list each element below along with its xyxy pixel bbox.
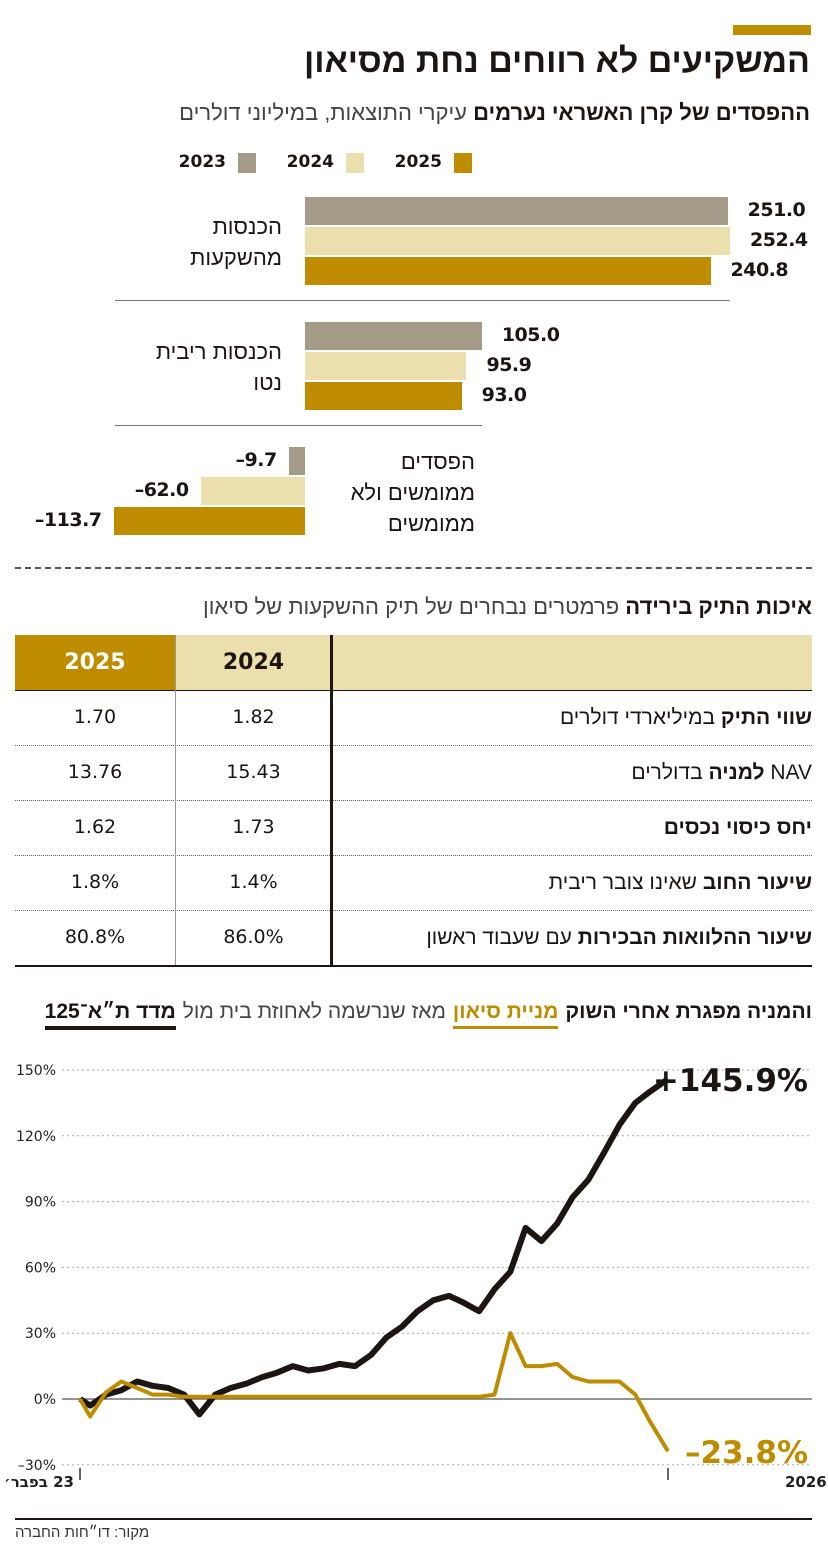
bar [305,197,728,225]
label-part: בדולרים [631,761,703,784]
legend-label: 2024 [286,152,334,172]
label-part: NAV [770,761,812,784]
legend-swatch [454,153,472,173]
y-tick-label: 0% [34,1392,56,1408]
table-subtitle: פרמטרים נבחרים של תיק ההשקעות של סיאון [203,594,620,619]
legend-entry: מדד ת״א־125 [44,1000,176,1030]
cell: 1.70 [73,706,117,728]
legend-entry: מניית סיאון [452,1000,559,1029]
bar [113,507,305,535]
label-part: שווי התיק [720,706,812,729]
bar [305,227,731,255]
cell: 80.8% [64,926,126,948]
separator [115,300,731,301]
value-label: 251.0 [747,199,806,221]
cell: 86.0% [223,926,284,948]
bar [200,477,305,505]
row-label: שווי התיק במיליארדי דולרים [560,690,812,745]
line [78,1331,670,1453]
y-tick-label: 60% [25,1260,56,1276]
label-part: למניה [708,761,765,784]
footer-rule [15,1518,812,1520]
cell: 1.73 [232,816,275,838]
y-tick-label: 120% [16,1129,56,1145]
line-title: והמניה מפגרת אחרי השוק [565,1000,812,1023]
source: מקור: דו״חות החברה [15,1524,150,1541]
bar [305,382,462,410]
value-label: –62.0 [134,479,189,501]
column-rule [175,635,176,965]
bar [288,447,305,475]
bar-subtitle: עיקרי התוצאות, במיליוני דולרים [179,100,467,125]
value-label: –9.7 [235,449,278,471]
bar [305,352,467,380]
value-label: 240.8 [730,259,789,281]
y-tick-label: 150% [16,1063,56,1079]
legend-label: 2023 [178,152,226,172]
value-label: 252.4 [750,229,808,251]
row-label: יחס כיסוי נכסים [664,800,812,855]
cell: 1.82 [232,706,275,728]
row-rule [15,910,812,911]
header-cell: 2024 [175,635,332,690]
label-part: שיעור החוב [702,871,812,894]
category-label: הפסדים ממומשים ולא ממומשים [350,448,475,536]
legend-swatch [346,153,364,173]
value-label: 95.9 [486,354,532,376]
y-tick-label: –30% [18,1458,56,1474]
label-part: שיעור ההלוואות הבכירות [577,926,812,949]
line-chart: –30% 0% 30% 60% 90% 120% 150% 23 בפבר׳ 2023 20 ב… [0,1063,828,1491]
table-heading: איכות התיק בירידה פרמטרים נבחרים של תיק … [203,594,812,620]
bar [305,322,482,350]
cell: 1.62 [73,816,117,838]
cell: 1.4% [229,871,278,893]
cell: 15.43 [226,761,281,783]
label-part: שאינו צובר ריבית [548,871,697,894]
category-label: הכנסות ריבית נטו [155,339,282,395]
header-rule [15,690,812,691]
legend-swatch [238,153,256,173]
value-label: 105.0 [501,324,560,346]
cell: 1.8% [70,871,120,893]
line-subtitle: מאז שנרשמה לאחוזת בית מול [182,1000,446,1023]
header-cell: 2025 [15,635,175,690]
end-label: +145.9% [653,1063,808,1099]
bar [305,257,711,285]
label-part: יחס כיסוי נכסים [663,816,812,839]
table: 2024 2025 שווי התיק במיליארדי דולרים 1.82 1.… [15,635,812,967]
row-rule [15,800,812,801]
category-label: הכנסות מהשקעות [190,214,282,270]
row-label: NAV למניה בדולרים [631,745,812,800]
end-label: –23.8% [685,1435,808,1471]
cell: 13.76 [67,761,123,783]
divider [15,567,812,569]
x-tick-label: 20 באפר׳ 2026 [785,1473,828,1491]
legend-label: 2025 [394,152,442,172]
column-rule [330,635,333,965]
value-label: 93.0 [481,384,527,406]
row-label: שיעור החוב שאינו צובר ריבית [549,855,812,910]
header-cell [332,635,812,690]
x-tick-label: 23 בפבר׳ 2023 [0,1473,74,1491]
y-tick-label: 30% [25,1326,56,1342]
row-rule [15,745,812,746]
line [78,1076,670,1418]
table-title: איכות התיק בירידה [625,594,812,619]
accent-bar [733,25,811,35]
separator [115,425,482,426]
bar-title: ההפסדים של קרן האשראי נערמים [473,100,810,125]
y-tick-label: 90% [25,1195,56,1211]
row-label: שיעור ההלוואות הבכירות עם שעבוד ראשון [426,910,812,965]
row-rule [15,855,812,856]
bar-heading: ההפסדים של קרן האשראי נערמים עיקרי התוצא… [179,100,810,126]
table-bottom [15,965,812,967]
value-label: –113.7 [34,509,102,531]
label-part: במיליארדי דולרים [559,706,716,729]
page-title: המשקיעים לא רווחים נחת מסיאון [304,42,810,80]
label-part: עם שעבוד ראשון [426,926,572,949]
line-heading: והמניה מפגרת אחרי השוק מניית סיאון מאז ש… [44,1000,812,1030]
